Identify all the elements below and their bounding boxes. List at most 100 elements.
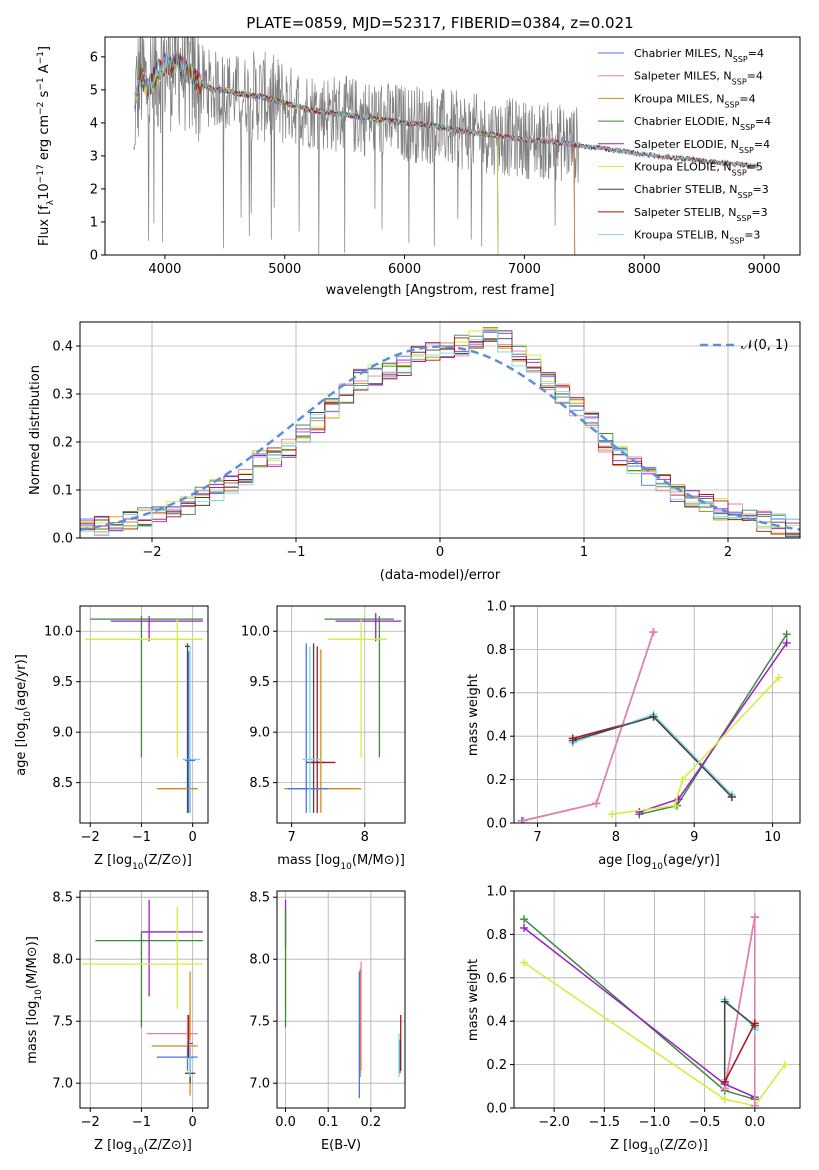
x-tick-label: 0.2: [361, 1115, 382, 1130]
y-tick-label: 1.0: [486, 885, 507, 900]
legend-tail: =3: [753, 183, 769, 196]
label-part: λ: [46, 199, 56, 205]
legend: Chabrier MILES, N SSP =4 Salpeter MILES, NS…: [598, 47, 771, 245]
legend-entry: Salpeter MILES, NSSP=4: [634, 70, 763, 87]
legend-sub: SSP: [729, 236, 744, 245]
y-tick-label: 5: [90, 83, 98, 98]
panel-spectrum: 4000 5000 6000 7000 8000 9000 0 1 2 3 4 5 6 wavelengt…: [36, 36, 801, 298]
plot-area: [517, 628, 791, 823]
series-line: [523, 918, 756, 1101]
x-axis-label: Z [log10(Z/Z⊙)]: [94, 1138, 192, 1157]
figure-title: PLATE=0859, MJD=52317, FIBERID=0384, z=0…: [246, 14, 633, 32]
x-tick-label: 0: [188, 1115, 196, 1130]
label-part: age [: [598, 853, 631, 868]
series-point: [649, 628, 658, 637]
series-line: [523, 631, 655, 822]
series-point: [774, 673, 783, 682]
legend-text: Chabrier STELIB, N: [634, 183, 738, 196]
series-line: [724, 1023, 756, 1083]
legend-entry: Chabrier STELIB, NSSP=3: [634, 183, 769, 200]
label-part: 10: [340, 862, 352, 872]
series-point: [750, 1019, 759, 1028]
x-axis-label: (data-model)/error: [380, 568, 501, 583]
series-line: [572, 713, 733, 796]
label-part: log: [628, 1138, 648, 1153]
label-part: 10: [132, 1147, 144, 1157]
legend-text: Chabrier MILES, N: [634, 47, 733, 60]
panel-age_vs_mass: 7 8 8.5 9.0 9.5 10.0 mass [log10(M/M⊙)]: [241, 605, 406, 872]
x-tick-label: −2: [81, 1115, 100, 1130]
series-point: [568, 736, 577, 745]
x-axis-label: Z [log10(Z/Z⊙)]: [610, 1138, 708, 1157]
x-tick-label: −2: [81, 830, 100, 845]
legend-entry: Kroupa STELIB, NSSP=3: [634, 229, 760, 246]
plot-area: [133, 37, 759, 255]
y-axis-label: age [log10(age/yr)]: [14, 654, 33, 776]
x-tick-label: 8000: [628, 262, 661, 277]
x-tick-label: −2: [142, 545, 161, 560]
x-tick-label: 1: [580, 545, 588, 560]
y-tick-label: 8.5: [249, 891, 270, 906]
legend-sub: SSP: [738, 191, 753, 200]
series-point: [750, 913, 759, 922]
x-tick-label: 0.1: [318, 1115, 339, 1130]
label-part: log: [14, 723, 29, 743]
x-tick-label: 0.0: [744, 1115, 765, 1130]
x-tick-label: 0.0: [275, 1115, 296, 1130]
label-part: log: [112, 1138, 132, 1153]
y-tick-label: 0.4: [486, 730, 507, 745]
y-tick-label: 0.2: [486, 773, 507, 788]
axes-frame: [513, 890, 801, 1109]
legend-text: Chabrier ELODIE, N: [634, 115, 740, 128]
x-tick-label: 2: [724, 545, 732, 560]
x-axis-label: Z [log10(Z/Z⊙)]: [94, 853, 192, 872]
label-part: (M/M⊙)]: [25, 936, 40, 989]
y-tick-label: 8.0: [52, 953, 73, 968]
legend-text: Salpeter ELODIE, N: [634, 138, 739, 151]
series-point: [635, 808, 644, 817]
label-part: age [: [14, 742, 29, 775]
y-tick-label: 0.8: [486, 643, 507, 658]
series-line: [523, 631, 655, 822]
label-part: −1: [36, 51, 46, 64]
legend-text: Kroupa MILES, N: [634, 92, 724, 105]
legend-tail: =4: [755, 115, 771, 128]
label-part: 10: [34, 989, 44, 1001]
y-tick-label: 2: [90, 182, 98, 197]
y-tick-label: 8.5: [52, 891, 73, 906]
label-part: (age/yr)]: [14, 654, 29, 711]
x-tick-label: −1: [132, 1115, 151, 1130]
x-tick-label: −1: [132, 830, 151, 845]
x-tick-label: 7: [287, 830, 295, 845]
plot-area: [284, 613, 402, 813]
legend-sub: SSP: [732, 168, 747, 177]
histogram-line: [80, 338, 800, 538]
y-tick-label: 0.3: [52, 388, 73, 403]
label-part: (age/yr)]: [663, 853, 720, 868]
y-tick-label: 9.5: [52, 675, 73, 690]
y-tick-label: 9.5: [249, 675, 270, 690]
y-tick-label: 0.8: [486, 928, 507, 943]
axes-frame: [79, 890, 209, 1109]
x-axis-label: mass [log10(M/M⊙)]: [277, 853, 405, 872]
x-axis-label: age [log10(age/yr)]: [598, 853, 720, 872]
label-part: (Z/Z⊙)]: [660, 1138, 708, 1153]
series-point: [727, 792, 736, 801]
series-line: [611, 677, 780, 816]
label-part: Z [: [94, 1138, 112, 1153]
y-tick-label: 10.0: [241, 625, 270, 640]
x-tick-label: 10: [764, 830, 781, 845]
y-tick-label: 0.4: [52, 340, 73, 355]
y-tick-label: 7.0: [249, 1077, 270, 1092]
plot-area: [85, 616, 203, 813]
axes-frame: [276, 605, 406, 824]
x-tick-label: 8: [612, 830, 620, 845]
y-tick-label: 8.0: [249, 953, 270, 968]
y-tick-label: 0.0: [486, 817, 507, 832]
label-part: (Z/Z⊙)]: [144, 1138, 192, 1153]
x-tick-label: 9000: [748, 262, 781, 277]
y-axis-label: Flux [fλ10−17 erg cm−2 s−1 A−1]: [36, 46, 56, 246]
series-point: [520, 923, 529, 932]
